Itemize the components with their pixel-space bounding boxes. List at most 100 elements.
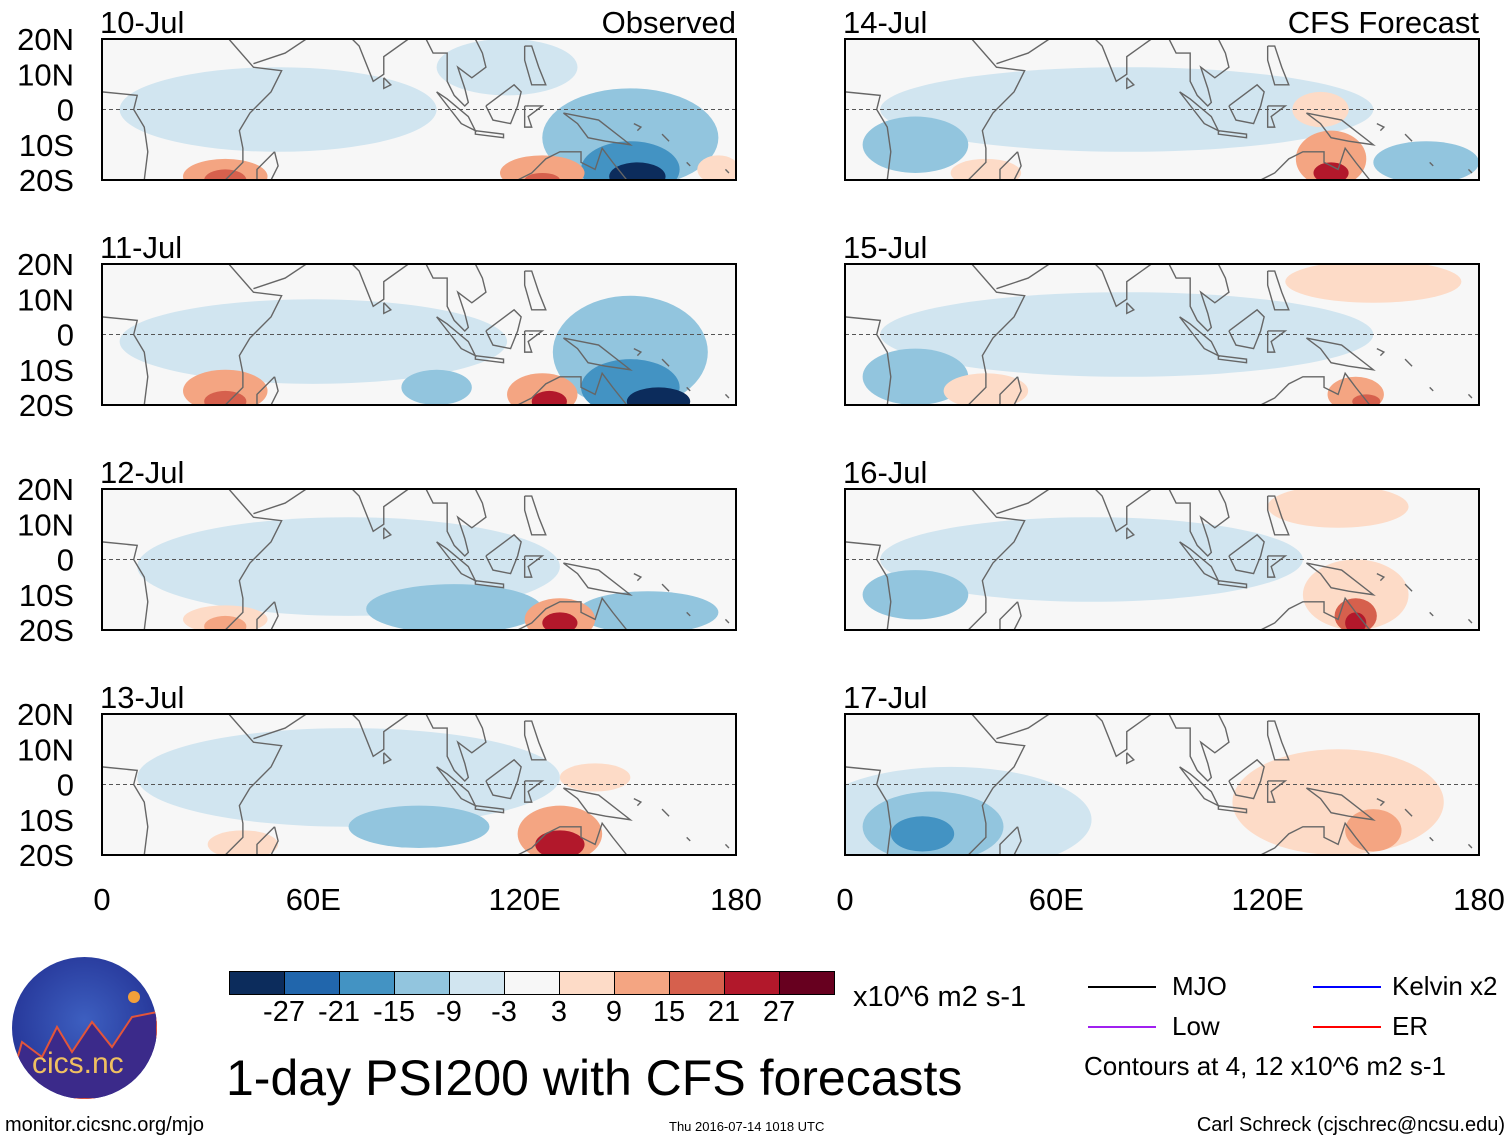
colorbar-swatch xyxy=(284,971,340,995)
lon-label: 180 xyxy=(710,882,762,917)
coastline xyxy=(1404,808,1413,817)
coastline xyxy=(1404,583,1413,592)
lon-label: 60E xyxy=(286,882,341,917)
lat-label: 20S xyxy=(19,388,74,423)
anomaly-fill xyxy=(845,714,1473,855)
lat-label: 20S xyxy=(19,613,74,648)
anomaly-blob xyxy=(1267,489,1409,528)
coastline xyxy=(425,489,487,557)
anomaly-blob xyxy=(137,728,560,827)
coastline xyxy=(724,843,730,849)
colorbar-tick: -27 xyxy=(263,996,305,1028)
coastline xyxy=(562,112,633,146)
coastline xyxy=(474,354,505,364)
lon-label: 0 xyxy=(836,882,853,917)
anomaly-blob xyxy=(524,172,560,180)
coastline xyxy=(474,579,505,589)
colorbar-swatch xyxy=(229,971,285,995)
colorbar-tick: -21 xyxy=(318,996,360,1028)
anomaly-blob xyxy=(609,162,666,180)
coastline xyxy=(102,766,149,855)
coastline xyxy=(686,161,691,167)
panel-date: 10-Jul xyxy=(100,5,184,40)
figure-title: 1-day PSI200 with CFS forecasts xyxy=(226,1050,963,1106)
map-panel-16-Jul: 16-Jul xyxy=(843,455,1480,631)
logo-mountain-icon xyxy=(12,991,157,1099)
coastline xyxy=(253,39,307,65)
coastline xyxy=(1429,386,1434,392)
anomaly-blob xyxy=(500,155,585,180)
coastline xyxy=(1179,316,1220,358)
lat-label: 10N xyxy=(17,507,74,542)
anomaly-blob xyxy=(1295,130,1367,180)
colorbar-tick: -15 xyxy=(373,996,415,1028)
lat-label: 10N xyxy=(17,57,74,92)
coastline xyxy=(633,122,643,132)
anomaly-fill xyxy=(102,489,730,630)
coastline xyxy=(633,797,643,807)
anomaly-blob xyxy=(862,570,969,620)
legend-kelvin-label: Kelvin x2 xyxy=(1392,971,1498,1001)
coastline xyxy=(845,316,892,405)
coastline xyxy=(485,83,522,125)
coastline xyxy=(1266,45,1290,86)
cicsnc-logo: cics.nc xyxy=(12,957,157,1099)
lat-label: 0 xyxy=(57,768,74,803)
legend-er-label: ER xyxy=(1392,1011,1429,1041)
coastline xyxy=(686,611,691,617)
anomaly-blob xyxy=(581,359,680,405)
coastline xyxy=(1228,533,1265,575)
panel-frame xyxy=(844,488,1480,631)
colorbar-swatch xyxy=(614,971,670,995)
anomaly-blob xyxy=(626,387,691,405)
colorbar-swatch xyxy=(669,971,725,995)
coastline xyxy=(1376,122,1386,132)
lon-label: 0 xyxy=(93,882,110,917)
coastline xyxy=(436,316,477,358)
coastline xyxy=(562,787,633,821)
colorbar-tick: 15 xyxy=(652,996,686,1028)
coastline xyxy=(845,91,892,180)
coastline xyxy=(1228,83,1265,125)
anomaly-blob xyxy=(436,39,578,96)
map-panel-17-Jul: 17-Jul 0 60E 120E 180 xyxy=(836,680,1505,917)
coastline xyxy=(523,105,545,128)
coastline xyxy=(661,583,670,592)
coastline xyxy=(996,39,1050,65)
anomaly-blob xyxy=(366,584,543,630)
anomaly-fill xyxy=(102,264,730,405)
coastline xyxy=(967,264,1026,405)
coastline xyxy=(256,601,279,630)
panel-frame xyxy=(844,713,1480,856)
coastline xyxy=(1179,541,1220,583)
coastline xyxy=(102,316,149,405)
coastline xyxy=(1179,766,1220,808)
colorbar-swatch xyxy=(449,971,505,995)
coastline xyxy=(724,618,730,624)
panel-date: 12-Jul xyxy=(100,455,184,490)
coastline xyxy=(224,714,283,855)
coastline xyxy=(999,826,1022,855)
coastline xyxy=(1429,611,1434,617)
coastline xyxy=(1305,787,1376,821)
panel-date: 13-Jul xyxy=(100,680,184,715)
coastline xyxy=(1266,105,1288,128)
coastline xyxy=(1094,714,1152,758)
legend-low-label: Low xyxy=(1172,1011,1220,1041)
coastline xyxy=(1126,527,1136,540)
lat-label: 20S xyxy=(19,838,74,873)
coastline xyxy=(523,330,545,353)
coastline xyxy=(224,39,283,180)
coastline xyxy=(661,358,670,367)
lon-label: 180 xyxy=(1453,882,1505,917)
colorbar-tick: 27 xyxy=(762,996,796,1028)
coastline xyxy=(523,45,547,86)
coastline xyxy=(1266,495,1290,536)
coastline xyxy=(224,264,283,405)
coastline xyxy=(351,264,409,308)
coastline xyxy=(1467,168,1473,174)
coastline xyxy=(1217,579,1248,589)
lat-label: 10S xyxy=(19,578,74,613)
